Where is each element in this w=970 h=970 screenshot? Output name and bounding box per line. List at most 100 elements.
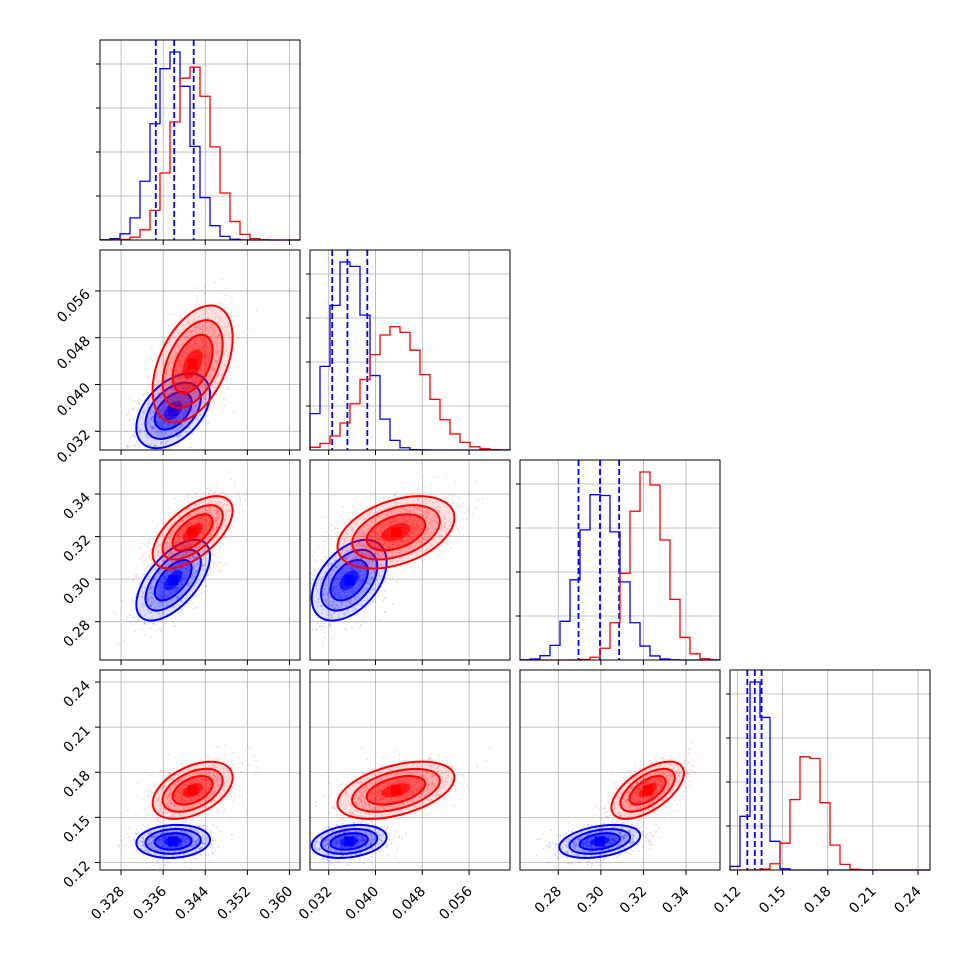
density-peak-red xyxy=(187,527,198,538)
x-tick-label: 0.328 xyxy=(88,884,128,924)
x-tick-label: 0.12 xyxy=(711,884,744,917)
x-tick-label: 0.18 xyxy=(801,884,834,917)
x-tick-label: 0.28 xyxy=(532,884,565,917)
panel-0-0 xyxy=(96,39,301,241)
contour-red xyxy=(336,495,456,570)
contour-blue xyxy=(153,832,193,851)
panel-2-1 xyxy=(309,459,511,661)
contour-red xyxy=(171,775,214,806)
contour-blue xyxy=(153,559,193,602)
panel-frame xyxy=(309,249,511,451)
contour-red xyxy=(171,513,214,552)
contour-blue xyxy=(310,823,388,859)
x-tick-label: 0.32 xyxy=(617,884,650,917)
contour-red xyxy=(365,775,427,806)
density-peak-blue xyxy=(168,836,179,847)
contour-red xyxy=(151,760,234,820)
panel-frame xyxy=(99,39,301,241)
contour-blue xyxy=(320,548,379,612)
contour-blue xyxy=(310,538,388,622)
density-peak-red xyxy=(390,785,401,796)
x-tick-label: 0.15 xyxy=(756,884,789,917)
contour-red xyxy=(161,504,224,561)
contour-blue xyxy=(329,832,369,851)
x-tick-label: 0.360 xyxy=(257,884,297,924)
contour-blue xyxy=(568,828,632,855)
y-tick-label: 0.30 xyxy=(60,575,93,608)
y-tick-label: 0.34 xyxy=(60,489,93,522)
x-tick-label: 0.30 xyxy=(574,884,607,917)
contour-red xyxy=(171,333,214,395)
contour-red xyxy=(151,304,234,424)
y-tick-label: 0.056 xyxy=(54,286,94,326)
y-tick-label: 0.24 xyxy=(60,677,93,710)
contour-red xyxy=(351,504,441,561)
panel-content xyxy=(117,743,260,870)
contour-red xyxy=(161,767,224,813)
density-peak-blue xyxy=(168,405,179,416)
y-tick-label: 0.048 xyxy=(54,333,94,373)
y-tick-label: 0.040 xyxy=(54,380,94,420)
x-tick-label: 0.21 xyxy=(846,884,879,917)
density-peak-red xyxy=(390,527,401,538)
contour-blue xyxy=(320,828,379,855)
x-tick-label: 0.24 xyxy=(891,883,924,916)
panel-frame xyxy=(309,669,511,871)
density-peak-blue xyxy=(594,836,605,847)
panel-frame xyxy=(99,459,301,661)
contour-red xyxy=(610,760,685,820)
panel-3-3 xyxy=(726,669,931,871)
density-peak-red xyxy=(187,359,198,370)
x-tick-label: 0.056 xyxy=(436,883,476,923)
panel-3-2 xyxy=(519,669,721,871)
y-tick-label: 0.28 xyxy=(60,617,93,650)
panel-2-0 xyxy=(99,459,301,661)
x-tick-label: 0.048 xyxy=(389,884,429,924)
panel-2-2 xyxy=(516,459,721,661)
y-tick-label: 0.32 xyxy=(60,532,93,565)
density-peak-blue xyxy=(168,575,179,586)
contour-blue xyxy=(135,823,212,859)
panel-frame xyxy=(309,459,511,661)
y-tick-label: 0.032 xyxy=(54,427,94,467)
panel-frame xyxy=(99,249,301,451)
panel-frame xyxy=(519,459,721,661)
x-tick-label: 0.344 xyxy=(172,883,212,923)
contour-blue xyxy=(144,828,202,855)
contour-red xyxy=(365,513,427,552)
y-tick-label: 0.12 xyxy=(60,858,93,891)
panel-3-0 xyxy=(99,669,301,871)
contour-blue xyxy=(135,538,211,622)
panel-content xyxy=(310,471,484,644)
contour-red xyxy=(351,767,441,813)
density-peak-red xyxy=(642,785,653,796)
histogram-red xyxy=(309,326,511,451)
density-peak-red xyxy=(187,785,198,796)
y-tick-label: 0.18 xyxy=(60,768,93,801)
panel-content xyxy=(113,470,247,646)
x-tick-label: 0.336 xyxy=(130,883,170,923)
contour-red xyxy=(628,775,667,806)
contour-red xyxy=(151,495,234,570)
density-peak-blue xyxy=(344,836,355,847)
panel-frame xyxy=(729,669,931,871)
contour-blue xyxy=(578,832,622,851)
panel-3-1 xyxy=(309,669,511,871)
x-tick-label: 0.34 xyxy=(659,883,692,916)
density-peak-blue xyxy=(344,575,355,586)
x-tick-label: 0.032 xyxy=(296,884,336,924)
y-tick-label: 0.21 xyxy=(60,723,93,756)
panel-content xyxy=(124,278,258,450)
contour-red xyxy=(161,319,224,409)
x-tick-label: 0.040 xyxy=(343,884,383,924)
contour-blue xyxy=(558,823,642,859)
panel-content xyxy=(535,741,700,868)
panel-frame xyxy=(99,669,301,871)
x-tick-label: 0.352 xyxy=(215,884,255,924)
panel-1-1 xyxy=(306,249,511,451)
y-tick-label: 0.15 xyxy=(60,813,93,846)
panel-1-0 xyxy=(99,249,301,451)
contour-red xyxy=(336,760,456,820)
panel-content xyxy=(310,742,492,866)
